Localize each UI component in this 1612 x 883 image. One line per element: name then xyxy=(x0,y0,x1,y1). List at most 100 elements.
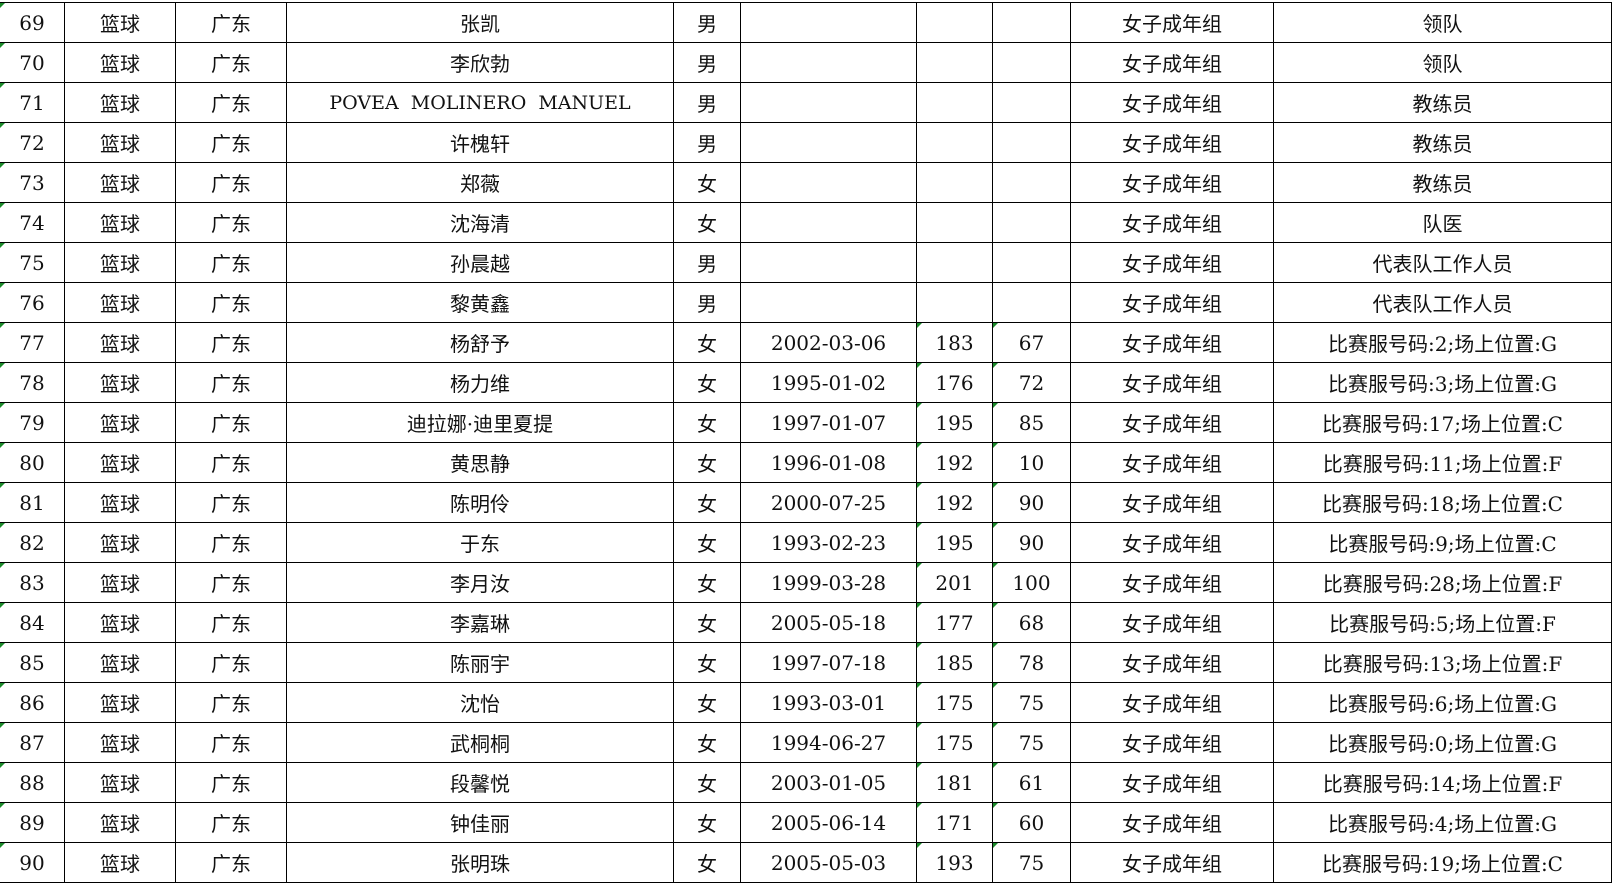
cell-role[interactable]: 比赛服号码:2;场上位置:G xyxy=(1274,323,1612,362)
cell-height[interactable]: 177 xyxy=(917,603,993,642)
cell-height[interactable]: 195 xyxy=(917,403,993,442)
cell-index[interactable]: 85 xyxy=(0,643,65,682)
cell-birthdate[interactable]: 2005-05-03 xyxy=(741,843,917,882)
cell-province[interactable]: 广东 xyxy=(176,323,287,362)
cell-gender[interactable]: 女 xyxy=(674,563,741,602)
cell-group[interactable]: 女子成年组 xyxy=(1071,483,1274,522)
cell-name[interactable]: 陈丽宇 xyxy=(287,643,674,682)
cell-gender[interactable]: 女 xyxy=(674,363,741,402)
cell-index[interactable]: 80 xyxy=(0,443,65,482)
cell-province[interactable]: 广东 xyxy=(176,723,287,762)
cell-name[interactable]: 黎黄鑫 xyxy=(287,283,674,322)
cell-name[interactable]: 沈怡 xyxy=(287,683,674,722)
cell-gender[interactable]: 男 xyxy=(674,3,741,42)
cell-role[interactable]: 比赛服号码:14;场上位置:F xyxy=(1274,763,1612,802)
cell-birthdate[interactable] xyxy=(741,3,917,42)
cell-province[interactable]: 广东 xyxy=(176,163,287,202)
cell-birthdate[interactable]: 1994-06-27 xyxy=(741,723,917,762)
cell-weight[interactable] xyxy=(993,243,1071,282)
cell-name[interactable]: 杨舒予 xyxy=(287,323,674,362)
cell-role[interactable]: 队医 xyxy=(1274,203,1612,242)
cell-index[interactable]: 84 xyxy=(0,603,65,642)
cell-role[interactable]: 比赛服号码:6;场上位置:G xyxy=(1274,683,1612,722)
cell-index[interactable]: 69 xyxy=(0,3,65,42)
cell-role[interactable]: 比赛服号码:17;场上位置:C xyxy=(1274,403,1612,442)
cell-name[interactable]: 李嘉琳 xyxy=(287,603,674,642)
cell-weight[interactable]: 90 xyxy=(993,483,1071,522)
cell-height[interactable]: 175 xyxy=(917,723,993,762)
cell-weight[interactable]: 100 xyxy=(993,563,1071,602)
cell-index[interactable]: 70 xyxy=(0,43,65,82)
cell-height[interactable]: 185 xyxy=(917,643,993,682)
cell-name[interactable]: 段馨悦 xyxy=(287,763,674,802)
cell-sport[interactable]: 篮球 xyxy=(65,803,176,842)
cell-sport[interactable]: 篮球 xyxy=(65,203,176,242)
cell-height[interactable]: 183 xyxy=(917,323,993,362)
cell-name[interactable]: 李月汝 xyxy=(287,563,674,602)
cell-index[interactable]: 78 xyxy=(0,363,65,402)
cell-weight[interactable]: 10 xyxy=(993,443,1071,482)
cell-weight[interactable]: 68 xyxy=(993,603,1071,642)
cell-height[interactable] xyxy=(917,3,993,42)
cell-birthdate[interactable]: 1993-03-01 xyxy=(741,683,917,722)
cell-role[interactable]: 教练员 xyxy=(1274,163,1612,202)
cell-sport[interactable]: 篮球 xyxy=(65,603,176,642)
cell-gender[interactable]: 女 xyxy=(674,803,741,842)
cell-group[interactable]: 女子成年组 xyxy=(1071,283,1274,322)
cell-group[interactable]: 女子成年组 xyxy=(1071,363,1274,402)
cell-province[interactable]: 广东 xyxy=(176,683,287,722)
cell-gender[interactable]: 男 xyxy=(674,43,741,82)
cell-gender[interactable]: 男 xyxy=(674,243,741,282)
cell-name[interactable]: 郑薇 xyxy=(287,163,674,202)
cell-role[interactable]: 比赛服号码:0;场上位置:G xyxy=(1274,723,1612,762)
cell-name[interactable]: 迪拉娜·迪里夏提 xyxy=(287,403,674,442)
cell-province[interactable]: 广东 xyxy=(176,763,287,802)
cell-weight[interactable] xyxy=(993,3,1071,42)
cell-name[interactable]: 许槐轩 xyxy=(287,123,674,162)
cell-province[interactable]: 广东 xyxy=(176,363,287,402)
cell-height[interactable]: 176 xyxy=(917,363,993,402)
cell-gender[interactable]: 女 xyxy=(674,843,741,882)
cell-gender[interactable]: 女 xyxy=(674,163,741,202)
cell-province[interactable]: 广东 xyxy=(176,563,287,602)
cell-sport[interactable]: 篮球 xyxy=(65,483,176,522)
cell-birthdate[interactable]: 1997-01-07 xyxy=(741,403,917,442)
cell-province[interactable]: 广东 xyxy=(176,243,287,282)
cell-sport[interactable]: 篮球 xyxy=(65,723,176,762)
cell-index[interactable]: 72 xyxy=(0,123,65,162)
cell-group[interactable]: 女子成年组 xyxy=(1071,443,1274,482)
cell-weight[interactable]: 75 xyxy=(993,683,1071,722)
cell-birthdate[interactable]: 2003-01-05 xyxy=(741,763,917,802)
cell-index[interactable]: 86 xyxy=(0,683,65,722)
cell-gender[interactable]: 女 xyxy=(674,323,741,362)
cell-gender[interactable]: 女 xyxy=(674,723,741,762)
cell-name[interactable]: 李欣勃 xyxy=(287,43,674,82)
cell-birthdate[interactable]: 2005-06-14 xyxy=(741,803,917,842)
cell-role[interactable]: 比赛服号码:9;场上位置:C xyxy=(1274,523,1612,562)
cell-sport[interactable]: 篮球 xyxy=(65,43,176,82)
cell-name[interactable]: 黄思静 xyxy=(287,443,674,482)
cell-name[interactable]: POVEA MOLINERO MANUEL xyxy=(287,83,674,122)
cell-sport[interactable]: 篮球 xyxy=(65,323,176,362)
cell-sport[interactable]: 篮球 xyxy=(65,563,176,602)
cell-province[interactable]: 广东 xyxy=(176,283,287,322)
cell-name[interactable]: 于东 xyxy=(287,523,674,562)
cell-sport[interactable]: 篮球 xyxy=(65,763,176,802)
cell-height[interactable]: 175 xyxy=(917,683,993,722)
cell-province[interactable]: 广东 xyxy=(176,403,287,442)
cell-province[interactable]: 广东 xyxy=(176,803,287,842)
cell-sport[interactable]: 篮球 xyxy=(65,243,176,282)
cell-name[interactable]: 杨力维 xyxy=(287,363,674,402)
cell-height[interactable] xyxy=(917,283,993,322)
cell-index[interactable]: 73 xyxy=(0,163,65,202)
cell-name[interactable]: 钟佳丽 xyxy=(287,803,674,842)
cell-birthdate[interactable]: 1995-01-02 xyxy=(741,363,917,402)
cell-birthdate[interactable] xyxy=(741,83,917,122)
cell-sport[interactable]: 篮球 xyxy=(65,123,176,162)
cell-province[interactable]: 广东 xyxy=(176,83,287,122)
cell-group[interactable]: 女子成年组 xyxy=(1071,803,1274,842)
cell-weight[interactable]: 60 xyxy=(993,803,1071,842)
cell-height[interactable]: 192 xyxy=(917,443,993,482)
cell-height[interactable]: 193 xyxy=(917,843,993,882)
cell-weight[interactable]: 85 xyxy=(993,403,1071,442)
